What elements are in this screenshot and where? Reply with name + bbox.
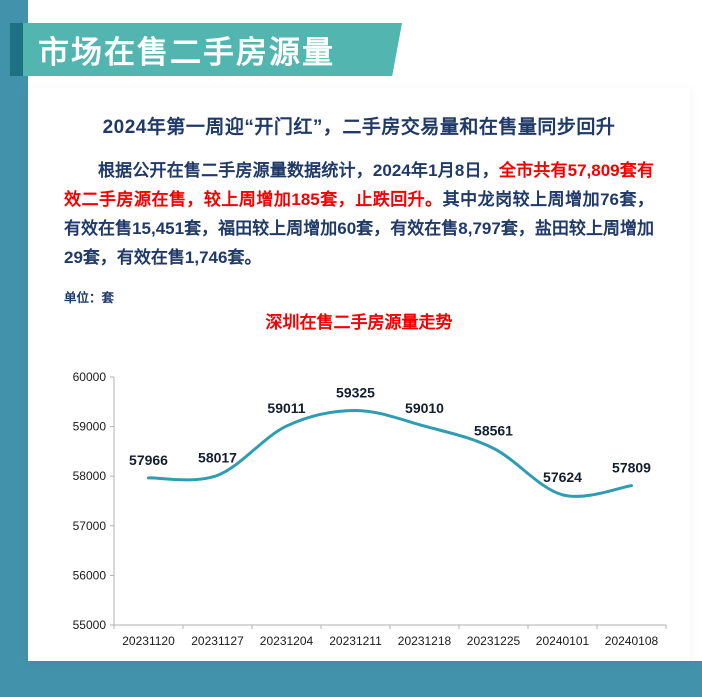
svg-text:58561: 58561 [474, 422, 513, 438]
svg-text:20231225: 20231225 [467, 634, 521, 648]
paragraph-highlight: 全市共有57,809套有效二手房源在售，较上周增加185套，止跌回升。 [64, 161, 654, 209]
svg-text:57966: 57966 [129, 451, 168, 467]
svg-text:59010: 59010 [405, 400, 444, 416]
svg-text:59011: 59011 [267, 400, 305, 416]
chart-canvas: 55000 56000 57000 58000 59000 60000 20231120 20… [73, 370, 667, 648]
line-chart: 55000 56000 57000 58000 59000 60000 20231120 20… [50, 335, 667, 670]
svg-text:20231218: 20231218 [398, 634, 452, 648]
summary-paragraph: 根据公开在售二手房源量数据统计，2024年1月8日，全市共有57,809套有效二… [64, 157, 654, 273]
page-title: 市场在售二手房源量 [38, 35, 335, 70]
svg-text:20231211: 20231211 [329, 634, 382, 648]
paragraph-intro: 根据公开在售二手房源量数据统计，2024年1月8日， [98, 161, 499, 180]
svg-text:59325: 59325 [336, 384, 375, 400]
chart-title: 深圳在售二手房源量走势 [265, 312, 453, 332]
svg-text:20231120: 20231120 [122, 634, 175, 648]
svg-text:20240108: 20240108 [605, 634, 659, 648]
svg-text:59000: 59000 [73, 419, 107, 433]
svg-text:57809: 57809 [612, 459, 651, 475]
svg-text:58017: 58017 [198, 449, 237, 465]
paragraph-detail: 其中龙岗较上周增加76套，有效在售15,451套，福田较上周增加60套，有效在售… [64, 189, 654, 267]
banner-accent-bar [10, 23, 23, 76]
svg-text:58000: 58000 [73, 469, 107, 483]
svg-text:55000: 55000 [73, 618, 107, 632]
svg-text:20231127: 20231127 [191, 634, 244, 648]
headline: 2024年第一周迎“开门红”，二手房交易量和在售量同步回升 [102, 117, 616, 138]
unit-label: 单位：套 [64, 290, 115, 305]
svg-text:60000: 60000 [73, 370, 107, 384]
bottom-accent-strip [0, 661, 702, 697]
title-banner: 市场在售二手房源量 [10, 23, 402, 76]
svg-text:20231204: 20231204 [260, 634, 314, 648]
left-accent-strip [0, 0, 28, 697]
svg-text:56000: 56000 [73, 568, 107, 582]
svg-text:57624: 57624 [543, 468, 582, 484]
svg-text:20240101: 20240101 [536, 634, 590, 648]
content-card: 2024年第一周迎“开门红”，二手房交易量和在售量同步回升 根据公开在售二手房源… [28, 88, 690, 661]
svg-text:57000: 57000 [73, 518, 107, 532]
